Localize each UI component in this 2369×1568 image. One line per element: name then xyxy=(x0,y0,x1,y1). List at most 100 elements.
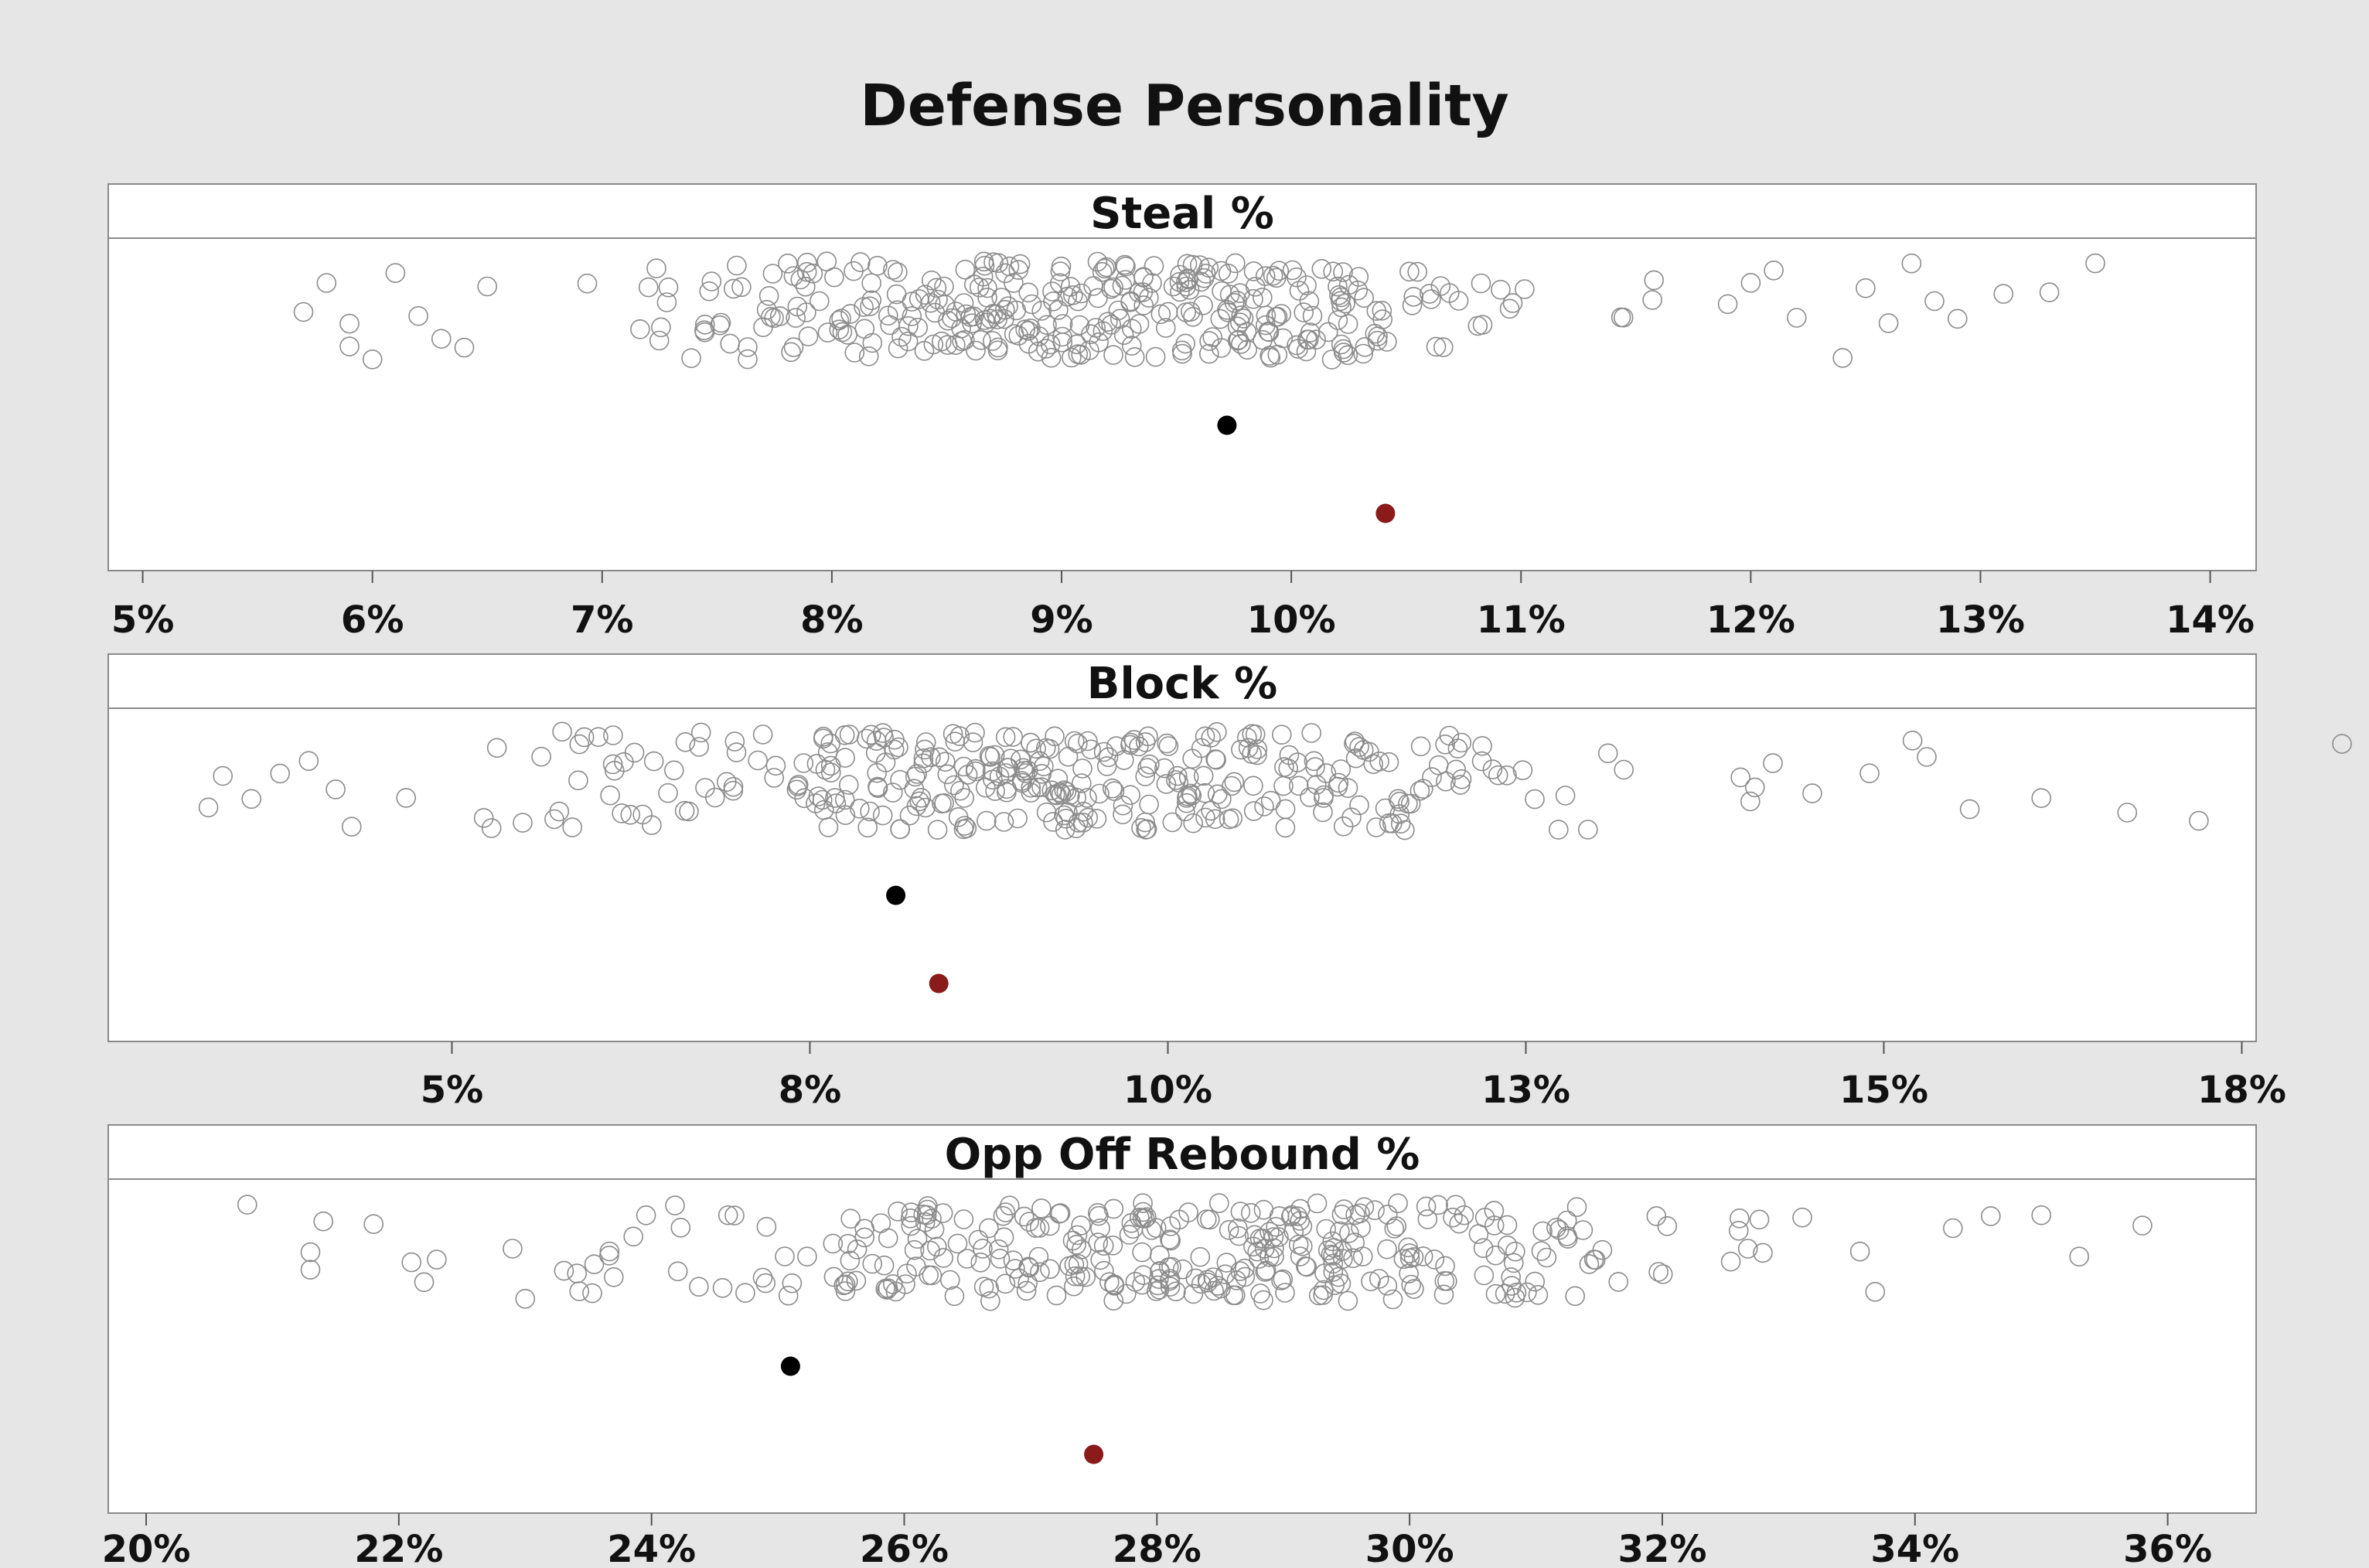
data-point xyxy=(902,306,922,326)
data-point xyxy=(1433,337,1454,357)
data-point xyxy=(953,756,974,777)
data-point xyxy=(1183,813,1203,833)
data-point xyxy=(1443,1207,1463,1228)
data-point xyxy=(1410,736,1431,757)
data-point xyxy=(1031,777,1052,797)
data-point xyxy=(1472,735,1492,756)
data-point xyxy=(1017,1273,1038,1294)
black-marker-point xyxy=(886,885,906,905)
data-point xyxy=(1106,736,1127,756)
data-point xyxy=(408,305,428,326)
panel-title: Block % xyxy=(1087,659,1277,709)
data-point xyxy=(1049,782,1070,803)
data-point xyxy=(875,1279,895,1299)
data-point xyxy=(1172,1259,1193,1280)
data-point xyxy=(1090,1249,1110,1270)
data-point xyxy=(1217,299,1237,320)
data-point xyxy=(1361,1271,1381,1292)
data-point xyxy=(1098,312,1118,332)
data-point xyxy=(1207,721,1227,742)
data-point xyxy=(1525,1271,1545,1292)
data-point xyxy=(861,290,881,311)
data-point xyxy=(1101,278,1121,299)
data-point xyxy=(552,721,572,742)
data-point xyxy=(1331,1273,1352,1294)
data-point xyxy=(1366,301,1387,321)
data-point xyxy=(1254,796,1274,816)
data-point xyxy=(1008,326,1029,346)
data-point xyxy=(1384,1219,1405,1239)
data-point xyxy=(953,1209,974,1229)
data-point xyxy=(966,761,986,782)
data-point xyxy=(481,818,502,838)
data-point xyxy=(1382,1289,1403,1310)
data-point xyxy=(1454,1205,1474,1225)
data-point xyxy=(1497,1215,1518,1236)
data-point xyxy=(846,1270,867,1291)
data-point xyxy=(1081,739,1101,760)
data-point xyxy=(1199,331,1219,351)
data-point xyxy=(1333,816,1354,837)
data-point xyxy=(935,752,956,772)
data-point xyxy=(1081,324,1101,345)
data-point xyxy=(840,1208,861,1229)
data-point xyxy=(820,733,840,754)
data-point xyxy=(1086,809,1107,829)
data-point xyxy=(886,284,907,305)
data-point xyxy=(1219,1220,1239,1240)
data-point xyxy=(854,1227,874,1248)
data-point xyxy=(1135,732,1156,752)
data-point xyxy=(2189,810,2209,831)
data-point xyxy=(1156,774,1177,794)
data-point xyxy=(1135,812,1155,833)
data-point xyxy=(977,278,997,298)
data-point xyxy=(1066,334,1087,355)
data-point xyxy=(1338,778,1358,799)
data-point xyxy=(1549,820,1569,840)
data-point xyxy=(985,781,1005,801)
data-point xyxy=(765,755,786,776)
data-point xyxy=(927,1236,947,1257)
data-point xyxy=(711,312,731,333)
data-point xyxy=(1644,270,1664,291)
data-point xyxy=(599,1246,619,1266)
data-point xyxy=(956,1249,977,1269)
data-point xyxy=(1333,262,1353,282)
data-point xyxy=(1363,754,1383,775)
data-point xyxy=(907,1229,928,1249)
data-point xyxy=(915,739,935,760)
data-point xyxy=(1225,253,1246,274)
data-point xyxy=(1096,257,1116,278)
data-point xyxy=(778,1285,799,1306)
data-point xyxy=(1287,335,1307,356)
data-point xyxy=(1247,739,1268,759)
data-point xyxy=(1787,308,1807,328)
data-point xyxy=(1259,346,1280,366)
data-point xyxy=(1144,256,1164,276)
data-point xyxy=(1256,1260,1277,1280)
data-point xyxy=(1183,1283,1204,1304)
data-point xyxy=(584,1254,605,1274)
data-point xyxy=(1393,1249,1414,1270)
data-point xyxy=(1157,733,1177,754)
data-point xyxy=(1331,287,1352,308)
data-point xyxy=(1299,329,1319,350)
data-point xyxy=(1015,319,1035,339)
data-point xyxy=(1242,744,1262,765)
x-tick-label: 18% xyxy=(2197,1069,2286,1112)
data-point xyxy=(1123,730,1144,750)
data-point xyxy=(1120,785,1140,805)
data-point xyxy=(1729,1221,1749,1241)
data-point xyxy=(1043,812,1063,832)
data-point xyxy=(1041,780,1062,801)
data-point xyxy=(955,259,976,280)
data-point xyxy=(620,805,641,825)
data-point xyxy=(947,1233,968,1254)
data-point xyxy=(1190,1246,1211,1267)
data-point xyxy=(901,1215,922,1236)
data-point xyxy=(1271,304,1292,324)
data-point xyxy=(783,337,804,357)
data-point xyxy=(1094,258,1115,279)
data-point xyxy=(1484,1215,1505,1236)
red-marker-point xyxy=(929,973,949,994)
